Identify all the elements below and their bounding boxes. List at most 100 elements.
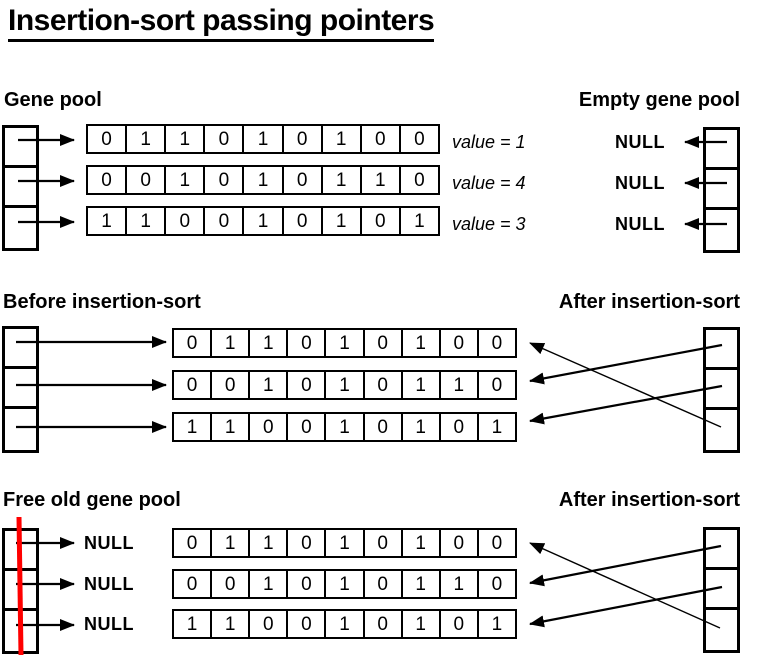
before-sort-pool-box bbox=[2, 326, 39, 453]
gene-bit: 0 bbox=[288, 611, 327, 637]
null-label-free-2: NULL bbox=[84, 574, 134, 594]
gene-bit: 0 bbox=[205, 126, 245, 152]
gene-bit: 0 bbox=[205, 167, 245, 193]
pool-slot-1 bbox=[5, 329, 36, 369]
pool-slot-2 bbox=[5, 571, 36, 611]
gene-bit: 0 bbox=[365, 414, 403, 440]
value-label-2: value = 4 bbox=[452, 173, 526, 193]
gene-bit: 0 bbox=[174, 530, 213, 556]
gene-bit: 0 bbox=[250, 414, 289, 440]
gene-bit: 1 bbox=[250, 330, 289, 356]
pool-slot-2 bbox=[706, 570, 737, 610]
gene-bit: 1 bbox=[326, 414, 365, 440]
gene-bit: 0 bbox=[174, 330, 213, 356]
pool-slot-1 bbox=[706, 330, 737, 370]
gene-bit: 0 bbox=[166, 208, 206, 234]
gene-bit: 0 bbox=[414, 128, 425, 150]
gene-bit: 0 bbox=[284, 126, 323, 152]
gene-bit: 0 bbox=[212, 372, 251, 398]
gene-bit: 0 bbox=[288, 530, 327, 556]
pool-slot-2 bbox=[5, 168, 36, 208]
pool-slot-3 bbox=[5, 611, 36, 651]
pool-slot-3 bbox=[5, 208, 36, 248]
gene-bit: 1 bbox=[326, 372, 365, 398]
pool-slot-2 bbox=[706, 370, 737, 410]
sorted-pointer-arrow-slot2 bbox=[529, 384, 723, 425]
gene-bit: 0 bbox=[441, 611, 479, 637]
gene-bit: 0 bbox=[365, 611, 403, 637]
gene-bit: 0 bbox=[127, 167, 167, 193]
gene-bit: 1 bbox=[326, 571, 365, 597]
gene-bit: 1 bbox=[88, 208, 128, 234]
gene-bit: 0 bbox=[441, 414, 479, 440]
empty-gene-pool-heading: Empty gene pool bbox=[578, 89, 740, 111]
gene-bit: 1 bbox=[244, 126, 284, 152]
gene-bit: 1 bbox=[174, 414, 213, 440]
gene-bit: 1 bbox=[323, 167, 362, 193]
pool-slot-1 bbox=[706, 530, 737, 570]
gene-bit: 0 bbox=[491, 573, 503, 595]
gene-bit: 1 bbox=[166, 126, 206, 152]
gene-bit: 0 bbox=[365, 372, 403, 398]
gene-bit: 1 bbox=[414, 210, 425, 232]
gene-bit: 0 bbox=[365, 571, 403, 597]
gene-bit: 1 bbox=[326, 611, 365, 637]
gene-bit: 1 bbox=[441, 571, 479, 597]
gene-bit: 0 bbox=[491, 332, 503, 354]
gene-bit: 1 bbox=[323, 126, 362, 152]
gene-bit: 1 bbox=[491, 416, 503, 438]
gene-pool-heading: Gene pool bbox=[4, 89, 102, 111]
gene-bit: 1 bbox=[166, 167, 206, 193]
gene-bit: 1 bbox=[362, 167, 401, 193]
page-title: Insertion-sort passing pointers bbox=[8, 4, 435, 42]
gene-bit: 0 bbox=[88, 167, 128, 193]
gene-pool-box bbox=[2, 125, 39, 251]
gene-bit: 1 bbox=[250, 372, 289, 398]
pool-slot-3 bbox=[706, 610, 737, 650]
value-label-1: value = 1 bbox=[452, 132, 526, 152]
after-sort-top-heading: After insertion-sort bbox=[558, 291, 740, 313]
pool-slot-3 bbox=[706, 410, 737, 450]
free-old-pool-heading: Free old gene pool bbox=[3, 489, 181, 511]
null-label-empty-3: NULL bbox=[615, 214, 665, 234]
null-label-free-1: NULL bbox=[84, 533, 134, 553]
before-sort-heading: Before insertion-sort bbox=[3, 291, 201, 313]
gene-bit: 0 bbox=[284, 167, 323, 193]
pool-slot-2 bbox=[706, 170, 737, 210]
gene-bit: 0 bbox=[288, 414, 327, 440]
gene-bit: 1 bbox=[403, 330, 441, 356]
after-sort-bottom-heading: After insertion-sort bbox=[558, 489, 740, 511]
gene-bit: 1 bbox=[250, 571, 289, 597]
gene-bit: 0 bbox=[441, 530, 479, 556]
gene-bit: 1 bbox=[212, 414, 251, 440]
value-label-3: value = 3 bbox=[452, 214, 526, 234]
null-label-free-3: NULL bbox=[84, 614, 134, 634]
gene-bit: 1 bbox=[212, 611, 251, 637]
gene-bit: 0 bbox=[362, 208, 401, 234]
gene-bit: 0 bbox=[88, 126, 128, 152]
gene-bit: 0 bbox=[284, 208, 323, 234]
pool-slot-1 bbox=[5, 531, 36, 571]
gene-bit: 1 bbox=[403, 571, 441, 597]
gene-bit: 1 bbox=[491, 613, 503, 635]
gene-bit: 0 bbox=[491, 374, 503, 396]
gene-bit: 0 bbox=[491, 532, 503, 554]
gene-bit: 0 bbox=[205, 208, 245, 234]
free-old-pool-box bbox=[2, 528, 39, 654]
gene-bit: 1 bbox=[127, 208, 167, 234]
gene-bit: 0 bbox=[441, 330, 479, 356]
gene-bit: 0 bbox=[414, 169, 425, 191]
gene-bit: 1 bbox=[441, 372, 479, 398]
gene-bit: 1 bbox=[403, 372, 441, 398]
pool-slot-1 bbox=[706, 130, 737, 170]
null-label-empty-1: NULL bbox=[615, 132, 665, 152]
